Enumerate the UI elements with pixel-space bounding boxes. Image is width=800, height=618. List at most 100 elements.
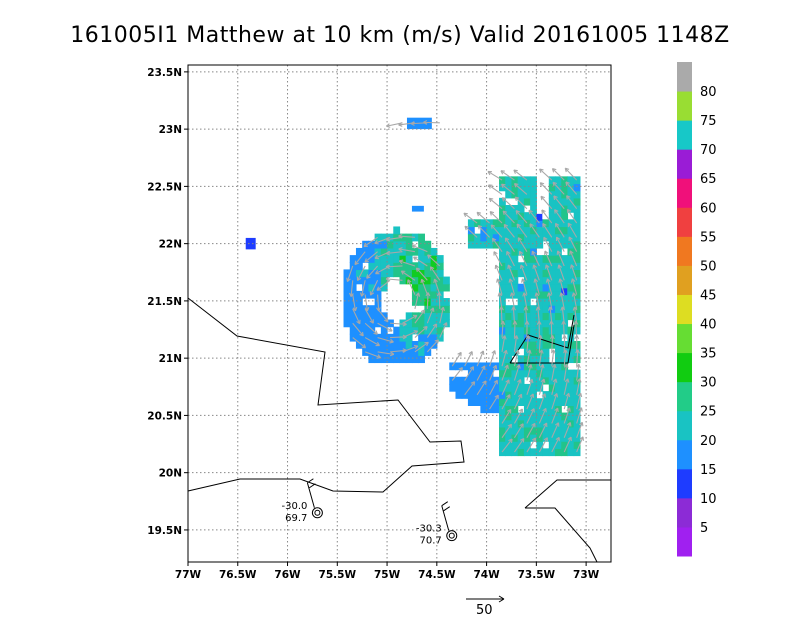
wind-speed-cell xyxy=(542,283,550,292)
wind-speed-cell xyxy=(380,240,388,249)
wind-speed-cell xyxy=(349,326,357,335)
wind-speed-cell xyxy=(380,312,388,321)
wind-speed-cell xyxy=(436,262,444,271)
wind-speed-cell xyxy=(499,212,506,220)
wind-speed-cell xyxy=(555,190,562,199)
wind-speed-cell xyxy=(355,340,363,349)
wind-speed-cell xyxy=(555,283,562,292)
wind-speed-cell xyxy=(517,305,525,313)
wind-speed-cell xyxy=(548,233,556,242)
wind-speed-cell xyxy=(455,383,463,392)
wind-speed-cell xyxy=(499,283,506,292)
wind-speed-cell xyxy=(548,312,556,321)
wind-speed-cell xyxy=(523,283,531,292)
wind-vector xyxy=(513,349,520,367)
wind-speed-cell xyxy=(561,226,569,235)
wind-vector xyxy=(501,438,513,453)
wind-speed-cell xyxy=(536,233,544,242)
wind-speed-cell xyxy=(467,362,475,371)
wind-vector xyxy=(551,378,558,395)
wind-vector xyxy=(356,265,366,282)
wind-speed-cell xyxy=(380,326,388,335)
wind-speed-cell xyxy=(530,412,537,421)
wind-speed-cell xyxy=(530,276,537,285)
wind-speed-cell xyxy=(536,405,544,414)
wind-speed-cell xyxy=(517,319,525,328)
wind-speed-cell xyxy=(374,262,382,271)
wind-speed-cell xyxy=(461,383,469,392)
wind-speed-cell xyxy=(561,240,569,249)
wind-speed-cell xyxy=(523,212,531,220)
wind-vector xyxy=(526,437,537,453)
wind-speed-cell xyxy=(523,348,531,356)
wind-speed-cell xyxy=(511,233,519,242)
wind-speed-cell xyxy=(505,204,513,213)
wind-speed-cell xyxy=(343,305,351,313)
wind-speed-cell xyxy=(523,219,531,228)
wind-speed-cell xyxy=(542,255,550,263)
wind-speed-cell xyxy=(374,233,382,242)
y-tick-label: 23.5N xyxy=(147,67,182,79)
wind-vector xyxy=(500,170,515,181)
wind-speed-cell xyxy=(505,269,513,278)
wind-speed-cell xyxy=(505,441,513,449)
wind-speed-field xyxy=(245,117,581,457)
wind-speed-cell xyxy=(380,269,388,278)
wind-speed-cell xyxy=(480,240,488,249)
wind-vector xyxy=(526,364,533,381)
wind-speed-cell xyxy=(368,276,376,285)
coastline-segment xyxy=(509,314,575,364)
wind-speed-cell xyxy=(561,383,569,392)
wind-speed-cell xyxy=(511,212,519,220)
wind-speed-cell xyxy=(567,269,575,278)
wind-vector xyxy=(526,422,536,439)
wind-speed-cell xyxy=(374,312,382,321)
wind-vector xyxy=(364,251,378,263)
wind-speed-cell xyxy=(530,312,537,321)
wind-speed-cell xyxy=(499,226,506,235)
wind-vector xyxy=(464,381,476,396)
wind-speed-cell xyxy=(530,176,537,185)
wind-speed-cell xyxy=(349,283,357,292)
wind-speed-cell xyxy=(499,290,506,299)
station-1: -30.069.7 xyxy=(282,478,323,524)
wind-speed-cell xyxy=(573,391,581,399)
wind-vector xyxy=(503,223,515,238)
wind-vector xyxy=(354,251,366,266)
y-tick-label: 22.5N xyxy=(147,181,182,193)
colorbar-swatch xyxy=(677,120,692,150)
wind-speed-cell xyxy=(492,398,500,406)
wind-speed-cell xyxy=(368,319,376,328)
wind-vector xyxy=(352,337,367,349)
wind-vector xyxy=(366,265,379,279)
wind-speed-cell xyxy=(567,398,575,406)
wind-speed-cell xyxy=(555,412,562,421)
wind-vector xyxy=(576,392,583,410)
wind-speed-cell xyxy=(362,326,369,335)
wind-speed-cell xyxy=(573,190,581,199)
wind-speed-cell xyxy=(418,312,425,321)
wind-speed-cell xyxy=(517,197,525,206)
wind-speed-cell xyxy=(561,441,569,449)
wind-speed-cell xyxy=(449,383,457,392)
wind-vector xyxy=(414,309,426,324)
wind-speed-cell xyxy=(555,212,562,220)
wind-speed-cell xyxy=(555,326,562,335)
wind-vector xyxy=(501,379,510,396)
wind-speed-cell xyxy=(567,305,575,313)
colorbar-swatch xyxy=(677,410,692,441)
wind-speed-cell xyxy=(492,233,500,242)
wind-speed-cell xyxy=(424,255,432,263)
wind-speed-cell xyxy=(499,333,506,342)
wind-speed-cell xyxy=(555,383,562,392)
wind-vector xyxy=(542,223,553,238)
wind-vector xyxy=(420,278,428,295)
wind-speed-cell xyxy=(561,176,569,185)
wind-speed-cell xyxy=(561,376,569,385)
wind-vector xyxy=(414,341,429,353)
wind-vector xyxy=(504,237,515,252)
wind-speed-cell xyxy=(536,412,544,421)
wind-speed-cell xyxy=(368,240,376,249)
wind-speed-cell xyxy=(567,441,575,449)
wind-vector xyxy=(534,292,540,310)
